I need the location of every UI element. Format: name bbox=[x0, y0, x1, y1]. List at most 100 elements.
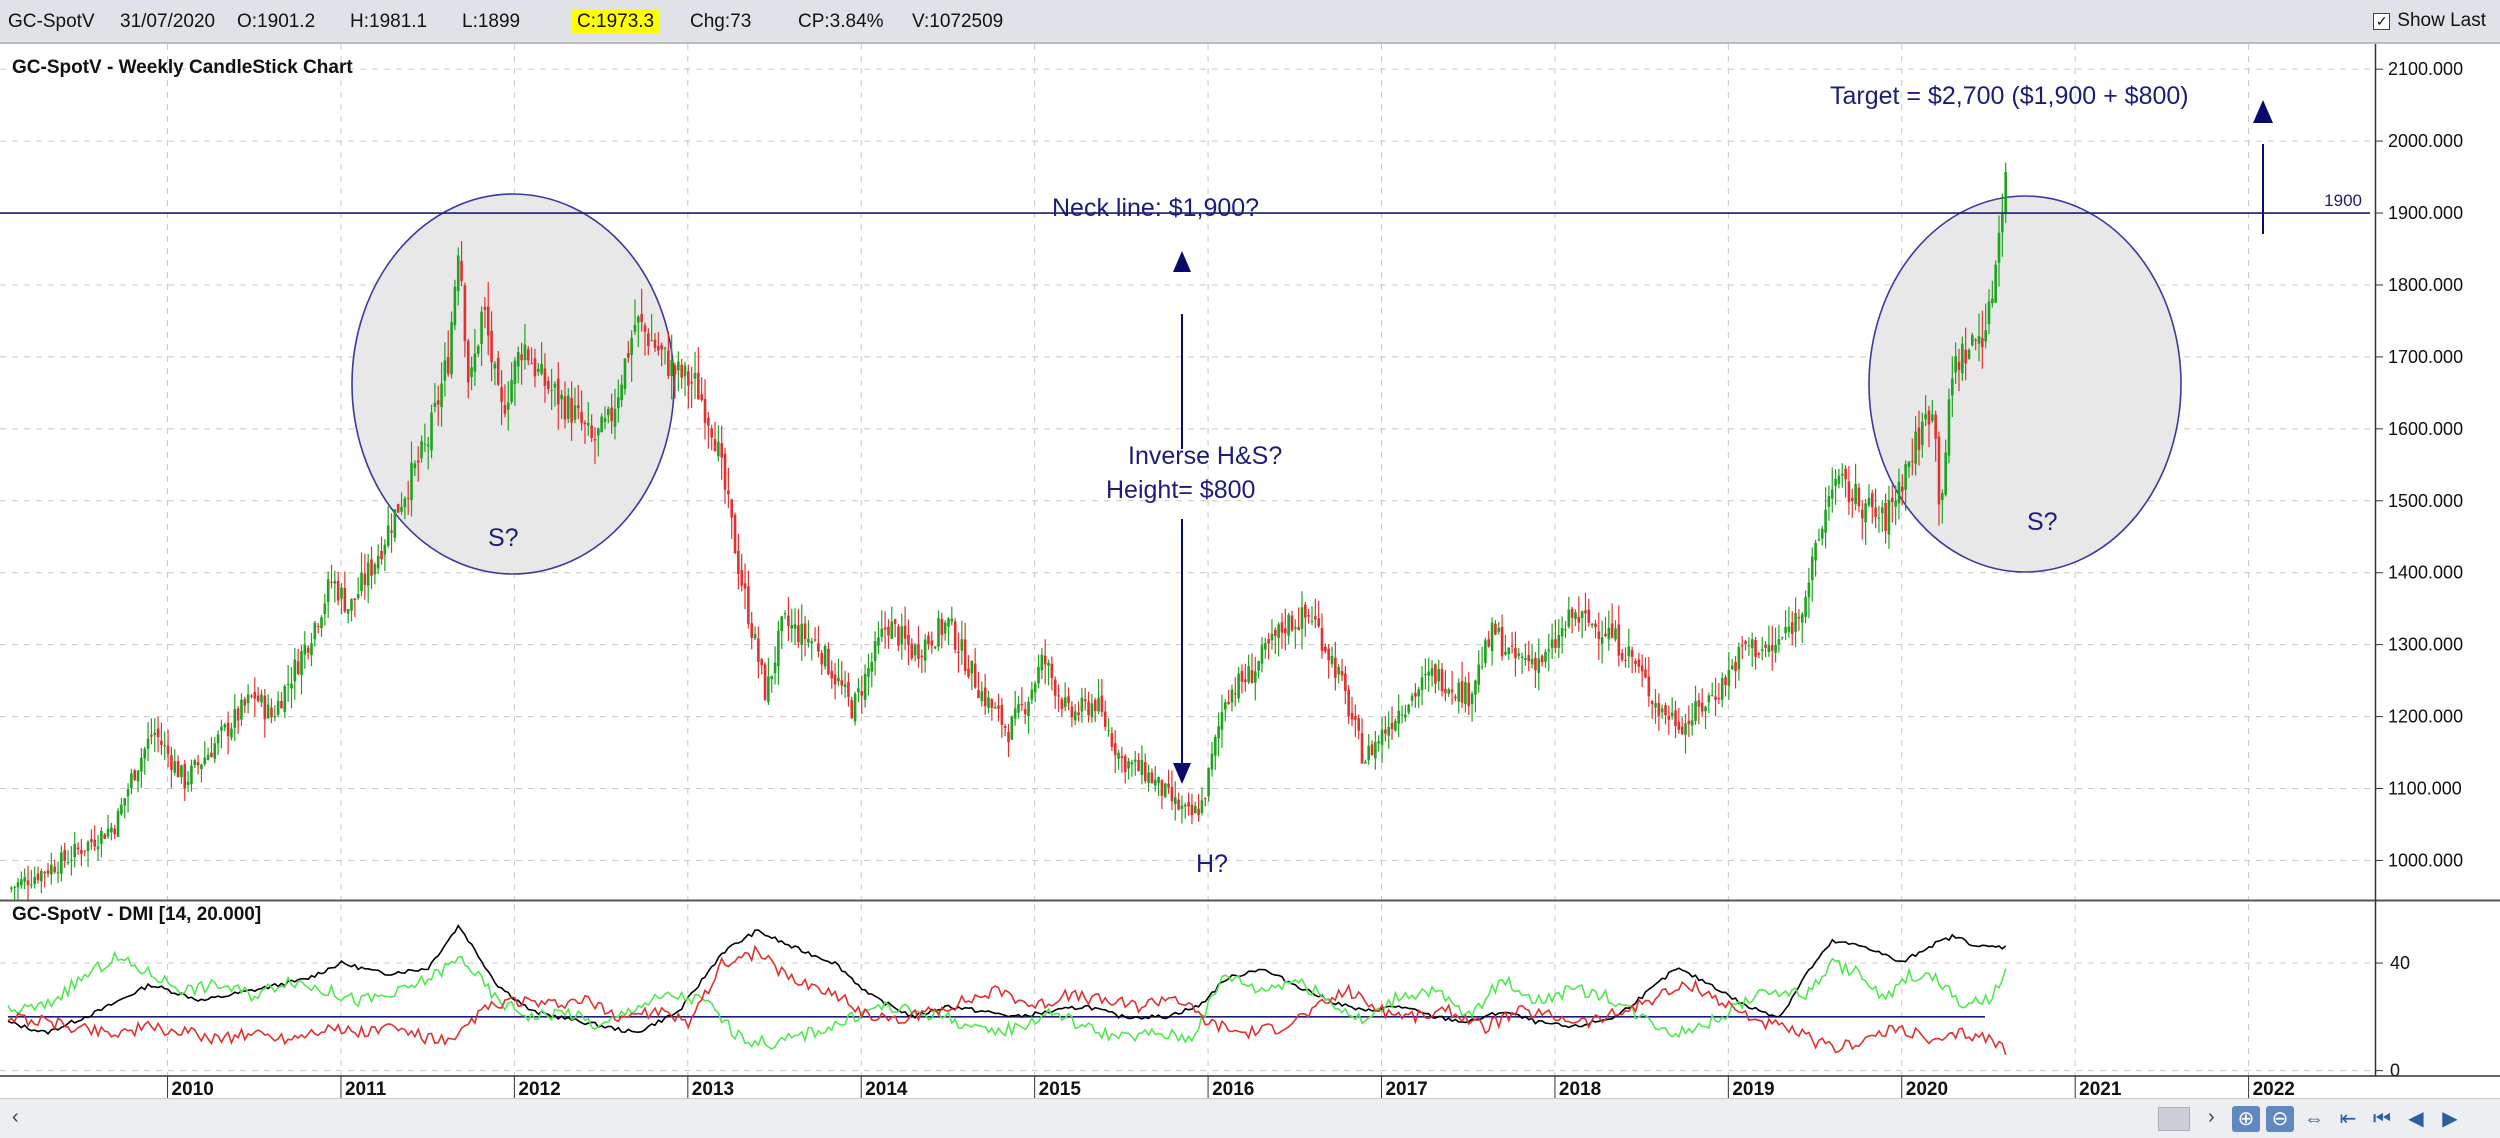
candle-body bbox=[660, 345, 663, 350]
checkbox-icon[interactable]: ✓ bbox=[2373, 12, 2391, 30]
candle-body bbox=[927, 635, 930, 644]
candle-body bbox=[1267, 639, 1270, 644]
candle-body bbox=[1053, 679, 1057, 696]
candle-body bbox=[453, 286, 457, 326]
candle-body bbox=[1557, 635, 1561, 648]
candle-body bbox=[917, 644, 920, 659]
candle-body bbox=[420, 441, 423, 459]
candle-body bbox=[1437, 669, 1441, 682]
candle-body bbox=[570, 397, 573, 423]
candle-body bbox=[456, 255, 460, 292]
candle-body bbox=[977, 690, 980, 699]
candle-body bbox=[1577, 616, 1581, 623]
candle-body bbox=[160, 740, 163, 745]
candle-body bbox=[1734, 661, 1737, 672]
candle-body bbox=[90, 838, 93, 843]
scroll-right-icon[interactable]: › bbox=[2208, 1106, 2215, 1128]
candle-body bbox=[643, 325, 647, 332]
candle-body bbox=[1941, 493, 1944, 501]
candle-body bbox=[1877, 517, 1881, 519]
candle-body bbox=[1817, 539, 1821, 541]
candle-body bbox=[1924, 414, 1927, 420]
candle-body bbox=[76, 847, 80, 850]
candle-body bbox=[246, 694, 250, 704]
scroll-thumb[interactable] bbox=[2158, 1107, 2190, 1131]
x-tick-label: 2016 bbox=[1212, 1079, 1254, 1098]
scroll-left-icon[interactable]: ‹ bbox=[12, 1106, 19, 1128]
candle-body bbox=[273, 716, 277, 718]
candle-body bbox=[86, 841, 90, 852]
candle-body bbox=[496, 357, 500, 385]
candle-body bbox=[466, 340, 470, 383]
candle-body bbox=[1020, 703, 1024, 706]
candle-body bbox=[1487, 639, 1491, 647]
candle-body bbox=[907, 634, 910, 646]
candle-body bbox=[100, 830, 103, 844]
candle-body bbox=[256, 695, 260, 702]
left-shoulder-circle bbox=[351, 193, 675, 575]
step-forward-icon[interactable]: ▶ bbox=[2442, 1108, 2458, 1130]
candle-body bbox=[1760, 649, 1764, 651]
candle-body bbox=[943, 622, 947, 634]
candle-body bbox=[226, 722, 230, 737]
candle-body bbox=[223, 724, 227, 728]
candle-body bbox=[416, 460, 420, 463]
candle-body bbox=[166, 745, 170, 755]
scroll-begin-icon[interactable]: ⏮ bbox=[2373, 1108, 2391, 1130]
candle-body bbox=[560, 394, 563, 400]
candle-body bbox=[1294, 627, 1297, 629]
candle-body bbox=[1310, 620, 1314, 622]
candle-body bbox=[1277, 624, 1280, 639]
candle-body bbox=[1274, 629, 1277, 637]
candle-body bbox=[96, 846, 100, 850]
candle-body bbox=[36, 873, 40, 881]
candle-body bbox=[1067, 696, 1070, 704]
candle-body bbox=[1951, 378, 1954, 396]
candle-body bbox=[690, 381, 693, 384]
candle-body bbox=[1447, 689, 1451, 694]
inverse-hs-annotation: Inverse H&S? bbox=[1128, 442, 1282, 470]
zoom-out-icon[interactable]: ⊖ bbox=[2266, 1106, 2294, 1132]
candle-body bbox=[1991, 298, 1994, 304]
candle-body bbox=[783, 613, 787, 615]
candle-body bbox=[757, 638, 760, 662]
head-label: H? bbox=[1196, 850, 1228, 878]
candle-body bbox=[1540, 655, 1544, 663]
fit-chart-icon[interactable]: ⇔ bbox=[2304, 1108, 2324, 1130]
candle-body bbox=[937, 618, 940, 647]
show-last-toggle[interactable]: ✓ Show Last bbox=[2373, 10, 2486, 32]
candle-body bbox=[1844, 468, 1847, 480]
candle-body bbox=[446, 356, 450, 374]
candle-body bbox=[30, 884, 33, 886]
candle-body bbox=[1907, 461, 1911, 468]
candle-body bbox=[1317, 618, 1320, 627]
candle-body bbox=[1847, 481, 1851, 503]
candle-body bbox=[1637, 659, 1641, 667]
zoom-in-icon[interactable]: ⊕ bbox=[2232, 1106, 2260, 1132]
candle-body bbox=[807, 638, 810, 643]
candle-body bbox=[843, 684, 847, 687]
candle-body bbox=[1757, 653, 1761, 655]
chart-area[interactable]: 2100.000 2000.000 1900.000 1800.000 1700.000… bbox=[0, 44, 2500, 1098]
candle-body bbox=[1400, 714, 1404, 716]
candle-body bbox=[1243, 679, 1247, 683]
candle-body bbox=[356, 594, 360, 599]
candle-body bbox=[203, 757, 207, 765]
candle-body bbox=[1590, 623, 1594, 626]
candle-body bbox=[1133, 759, 1137, 762]
candle-body bbox=[1103, 711, 1107, 727]
candle-body bbox=[1750, 639, 1754, 649]
candle-body bbox=[573, 405, 577, 420]
scroll-fast-left-icon[interactable]: ⇤ bbox=[2339, 1108, 2357, 1130]
candle-body bbox=[1330, 655, 1334, 665]
step-back-icon[interactable]: ◀ bbox=[2408, 1108, 2424, 1130]
x-tick-label: 2010 bbox=[172, 1079, 214, 1098]
candle-body bbox=[963, 639, 967, 671]
candle-body bbox=[340, 587, 343, 599]
candle-body bbox=[1707, 695, 1711, 703]
candle-body bbox=[1527, 654, 1531, 662]
scroll-bar[interactable]: ‹ › ⊕ ⊖ ⇔ ⇤ ⏮ ◀ ▶ bbox=[0, 1098, 2500, 1138]
candle-body bbox=[1740, 645, 1744, 647]
candle-body bbox=[1327, 648, 1330, 661]
candle-body bbox=[1417, 689, 1421, 697]
